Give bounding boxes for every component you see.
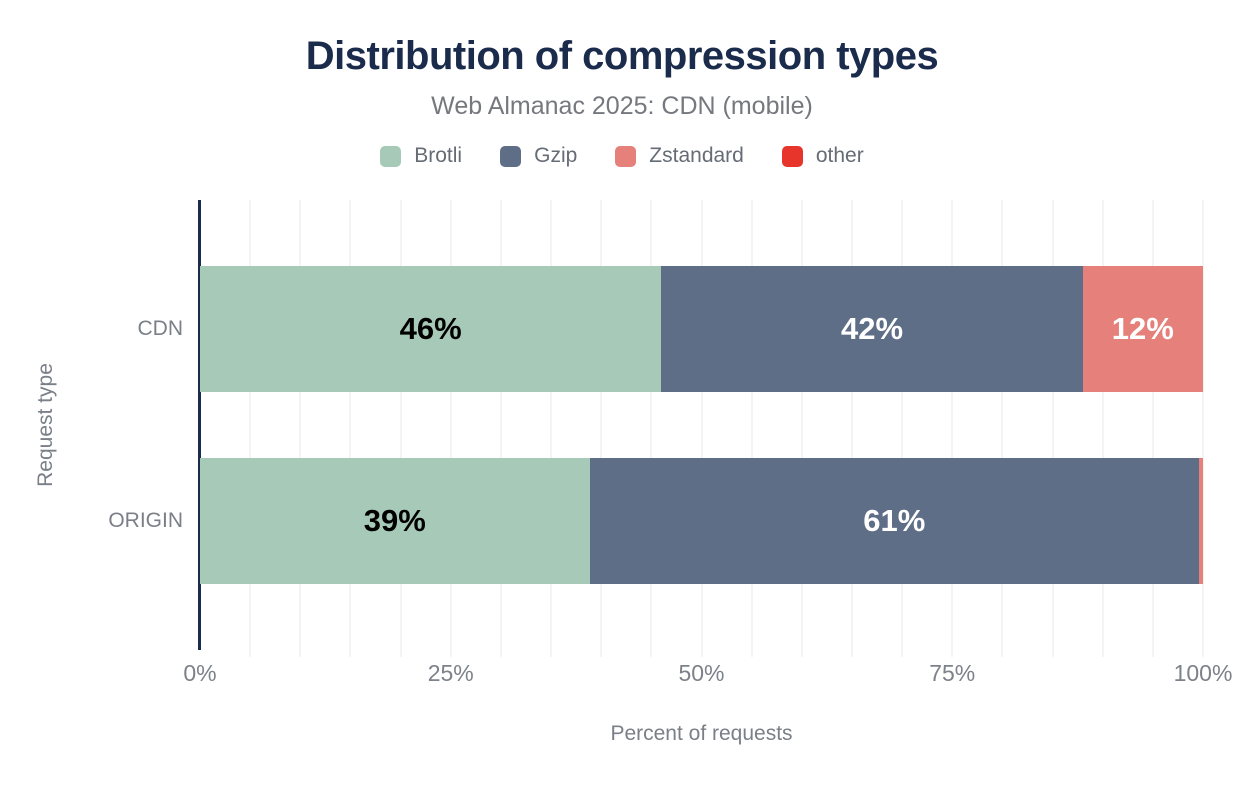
legend-item-other[interactable]: other	[781, 144, 864, 168]
legend-swatch-brotli	[380, 145, 402, 167]
x-tick-0pct: 0%	[183, 660, 217, 686]
bar-segment-origin-gzip[interactable]: 61%	[589, 458, 1199, 584]
gridline	[1202, 200, 1204, 657]
bar-segment-cdn-brotli[interactable]: 46%	[200, 266, 662, 392]
gridline	[1151, 200, 1154, 657]
gridline	[349, 200, 352, 657]
bar-row-origin: 39% 61%	[200, 458, 1203, 584]
x-tick-25pct: 25%	[427, 660, 474, 686]
y-axis-category-cdn: CDN	[137, 317, 184, 340]
bar-segment-origin-brotli[interactable]: 39%	[200, 458, 590, 584]
bar-segment-cdn-zstandard[interactable]: 12%	[1082, 266, 1203, 392]
legend-label: Brotli	[414, 144, 463, 167]
gridline	[600, 200, 603, 657]
x-tick-75pct: 75%	[929, 660, 976, 686]
bar-value-label: 46%	[399, 311, 462, 346]
gridline	[249, 200, 252, 657]
gridline	[449, 200, 452, 657]
chart-legend: Brotli Gzip Zstandard other	[0, 144, 1244, 168]
legend-label: other	[815, 144, 864, 167]
bar-row-cdn: 46% 42% 12%	[200, 266, 1203, 392]
gridline	[951, 200, 954, 657]
bar-value-label: 42%	[840, 311, 904, 346]
chart-title: Distribution of compression types	[305, 34, 939, 78]
y-axis-category-origin: ORIGIN	[108, 509, 183, 532]
legend-swatch-gzip	[500, 145, 522, 167]
gridline	[1101, 200, 1104, 657]
gridline	[399, 200, 402, 657]
chart-subtitle: Web Almanac 2025: CDN (mobile)	[431, 92, 813, 120]
legend-swatch-other	[781, 145, 803, 167]
gridline	[1051, 200, 1054, 657]
bar-value-label: 39%	[363, 503, 426, 538]
x-tick-100pct: 100%	[1173, 660, 1233, 686]
legend-item-brotli[interactable]: Brotli	[380, 144, 462, 168]
legend-item-zstandard[interactable]: Zstandard	[615, 144, 744, 168]
plot-area: 46% 42% 12% 39% 61%	[198, 200, 1204, 657]
gridline	[299, 200, 302, 657]
legend-item-gzip[interactable]: Gzip	[500, 144, 577, 168]
x-axis-title: Percent of requests	[610, 722, 793, 745]
legend-swatch-zstandard	[615, 145, 637, 167]
y-axis-title: Request type	[34, 363, 57, 487]
gridline	[800, 200, 803, 657]
bar-value-label: 12%	[1111, 311, 1174, 346]
legend-label: Gzip	[534, 144, 578, 167]
y-axis-line	[198, 200, 201, 650]
gridline	[650, 200, 653, 657]
legend-label: Zstandard	[649, 144, 744, 167]
gridline	[1001, 200, 1004, 657]
gridline	[499, 200, 502, 657]
gridline	[750, 200, 753, 657]
x-tick-50pct: 50%	[678, 660, 725, 686]
gridline	[901, 200, 904, 657]
gridline	[850, 200, 853, 657]
bar-value-label: 61%	[863, 503, 926, 538]
bar-segment-origin-zstandard[interactable]	[1199, 458, 1203, 584]
bar-segment-cdn-gzip[interactable]: 42%	[661, 266, 1083, 392]
gridline	[550, 200, 553, 657]
gridline	[700, 200, 703, 657]
